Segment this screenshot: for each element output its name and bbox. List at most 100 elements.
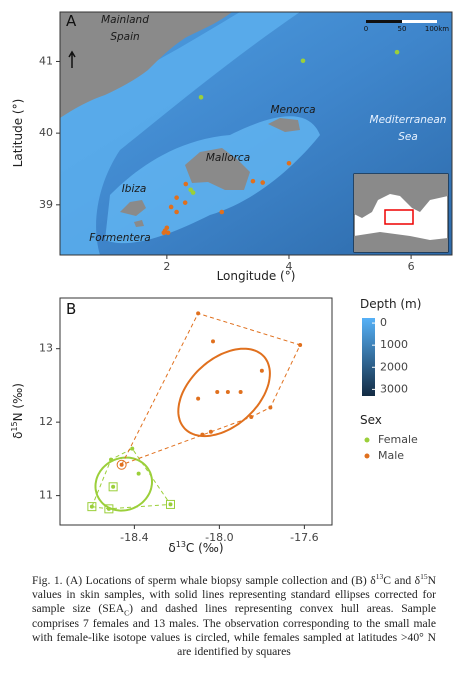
y-tick-label: 41 <box>39 54 53 67</box>
colorbar-label: 3000 <box>380 382 408 395</box>
circle-marker <box>116 459 127 470</box>
y-tick-label: 11 <box>39 489 53 502</box>
data-point <box>215 390 220 395</box>
scale-label: 100km <box>425 25 449 33</box>
place-label: Spain <box>110 31 139 43</box>
x-label-part: δ <box>168 541 175 555</box>
land-ibiza <box>120 200 146 216</box>
scale-bar: 0 50 100km <box>364 20 449 33</box>
colorbar-title: Depth (m) <box>360 297 421 311</box>
x-tick-label: -18.0 <box>205 531 233 544</box>
caption-text: ) and dashed lines representing convex h… <box>32 602 436 659</box>
data-point <box>130 446 135 451</box>
legend-label: Male <box>378 449 404 462</box>
data-point <box>119 462 124 467</box>
caption-text: N values in skin samples, with solid lin… <box>32 574 436 616</box>
map-background <box>60 12 452 255</box>
y-tick-label: 13 <box>39 342 53 355</box>
sample-point <box>183 181 189 187</box>
panel-label: B <box>66 300 76 318</box>
data-point <box>238 390 243 395</box>
square-marker <box>166 499 175 509</box>
x-tick-label: 4 <box>285 260 292 273</box>
y-tick-label: 12 <box>39 415 53 428</box>
land-formentera <box>134 220 144 227</box>
square-marker <box>104 504 114 514</box>
colorbar <box>362 318 375 396</box>
data-point <box>136 471 141 476</box>
data-point <box>196 396 201 401</box>
standard-ellipse <box>94 456 153 512</box>
y-label-sup: 15 <box>10 421 19 431</box>
figure-caption: Fig. 1. (A) Locations of sperm whale bio… <box>32 572 436 659</box>
caption-sup: 13 <box>375 572 384 582</box>
panel-label: A <box>66 12 77 30</box>
sample-point <box>198 95 204 100</box>
x-tick-label: 2 <box>163 260 170 273</box>
place-label: Mediterranean <box>370 114 447 126</box>
x-label-sup: 13 <box>176 540 186 549</box>
sample-point <box>300 58 306 64</box>
x-axis-label: δ13C (‰) <box>168 540 223 555</box>
sample-point <box>165 230 171 236</box>
scale-label: 0 <box>364 25 368 33</box>
sample-point <box>286 160 292 166</box>
data-point <box>89 504 94 509</box>
place-label: Ibiza <box>122 183 147 195</box>
inset-map <box>353 173 449 253</box>
sample-point <box>168 204 174 210</box>
caption-sub: C <box>124 608 130 618</box>
sample-point <box>182 200 188 205</box>
y-label-part: N (‰) <box>11 383 25 421</box>
caption-text: C and δ <box>383 574 421 587</box>
y-tick-label: 40 <box>39 126 53 139</box>
place-label: Menorca <box>270 104 315 116</box>
caption-sup: 15 <box>420 572 428 582</box>
data-point <box>298 343 303 348</box>
scale-label: 50 <box>398 25 407 33</box>
legend-title: Sex <box>360 413 382 427</box>
data-point <box>211 339 215 344</box>
legend-marker <box>364 437 370 443</box>
land-mallorca <box>185 148 250 190</box>
sample-point <box>174 195 179 200</box>
caption-text: Fig. 1. (A) Locations of sperm whale bio… <box>32 574 376 587</box>
data-point <box>196 311 201 316</box>
x-axis-label: Longitude (°) <box>217 269 296 283</box>
x-tick-label: -18.4 <box>120 531 148 544</box>
sample-point <box>219 209 225 215</box>
y-tick-label: 39 <box>39 198 53 211</box>
x-tick-label: -17.6 <box>290 531 318 544</box>
data-point <box>225 390 230 395</box>
data-point <box>268 405 273 410</box>
sample-point <box>250 178 256 184</box>
sample-point <box>260 180 266 185</box>
y-label-part: δ <box>11 432 25 439</box>
sample-point <box>161 230 167 236</box>
place-label: Mainland <box>101 14 149 26</box>
square-marker <box>87 502 97 512</box>
x-label-part: C (‰) <box>186 541 224 555</box>
y-axis-label: δ15N (‰) <box>10 383 25 439</box>
plot-frame <box>59 297 333 526</box>
x-tick-label: 6 <box>408 260 415 273</box>
place-label: Formentera <box>89 232 150 244</box>
colorbar-label: 0 <box>380 316 387 329</box>
north-arrow <box>68 50 76 68</box>
data-point <box>259 368 264 373</box>
land-spain <box>60 12 232 118</box>
place-label: Sea <box>398 131 418 143</box>
colorbar-label: 1000 <box>380 338 408 351</box>
sample-point <box>174 209 179 215</box>
data-point <box>249 415 254 420</box>
data-point <box>200 432 205 437</box>
convex-hull <box>120 312 301 466</box>
data-point <box>109 457 113 462</box>
place-label: Mallorca <box>206 152 250 164</box>
figure: 0 50 100km A Mainland Spain Menorca Mall… <box>10 11 453 555</box>
square-marker <box>108 482 118 492</box>
data-point <box>208 429 213 434</box>
sample-point <box>190 190 196 195</box>
data-point <box>168 502 173 507</box>
